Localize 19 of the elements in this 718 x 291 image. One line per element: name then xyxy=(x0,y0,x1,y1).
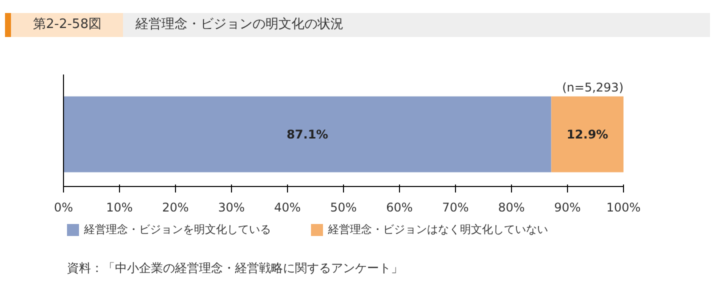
legend-label: 経営理念・ビジョンはなく明文化していない xyxy=(327,222,548,238)
x-tick-label: 30% xyxy=(218,200,245,214)
data-label: 12.9% xyxy=(566,127,608,142)
picture-header-figure-box: 第2-2-58図 xyxy=(11,13,124,37)
legend-label: 経営理念・ビジョンを明文化している xyxy=(83,222,271,238)
x-tick-label: 40% xyxy=(274,200,301,214)
x-tick-label: 50% xyxy=(330,200,357,214)
x-tick-label: 0% xyxy=(54,200,74,214)
x-tick-label: 20% xyxy=(162,200,189,214)
picture-header-title-band: 経営理念・ビジョンの明文化の状況 xyxy=(123,13,710,37)
x-tick-label: 60% xyxy=(386,200,413,214)
text: (n=5,293) xyxy=(562,80,624,94)
x-tick-label: 90% xyxy=(554,200,581,214)
x-tick-label: 80% xyxy=(498,200,525,214)
x-tick-label: 10% xyxy=(106,200,133,214)
x-tick-label: 100% xyxy=(606,200,641,214)
x-tick-label: 70% xyxy=(442,200,469,214)
text: 資料：「中小企業の経営理念・経営戦略に関するアンケート」 xyxy=(67,260,403,277)
data-label: 87.1% xyxy=(286,127,328,142)
